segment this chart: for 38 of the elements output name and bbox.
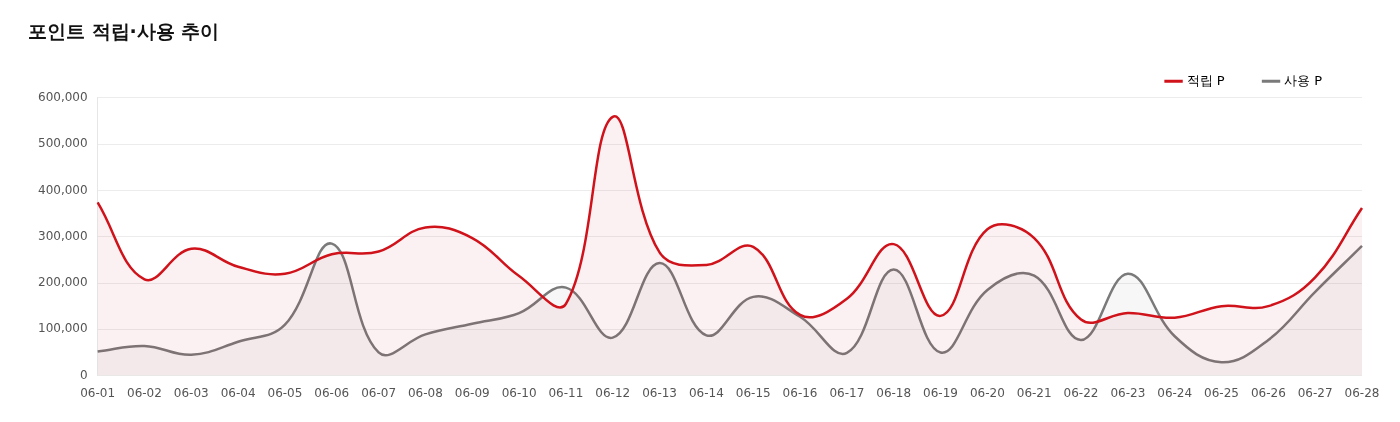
y-tick-label: 0: [79, 367, 88, 382]
x-tick-label: 06-05: [267, 385, 303, 400]
x-tick-label: 06-09: [454, 385, 490, 400]
y-tick-label: 100,000: [38, 321, 88, 336]
x-tick-label: 06-16: [782, 385, 818, 400]
x-tick-label: 06-27: [1297, 385, 1333, 400]
legend-label: 적립 P: [1186, 72, 1225, 88]
x-tick-label: 06-15: [735, 385, 771, 400]
x-tick-label: 06-10: [501, 385, 537, 400]
x-tick-label: 06-26: [1250, 385, 1286, 400]
x-tick-label: 06-02: [127, 385, 162, 400]
x-tick-label: 06-13: [642, 385, 678, 400]
x-tick-label: 06-25: [1204, 385, 1239, 400]
y-tick-label: 300,000: [38, 228, 88, 243]
y-tick-label: 200,000: [38, 275, 88, 290]
legend-label: 사용 P: [1284, 72, 1323, 88]
x-tick-label: 06-21: [1016, 385, 1052, 400]
x-tick-label: 06-28: [1344, 385, 1380, 400]
y-tick-label: 500,000: [38, 136, 88, 151]
x-tick-label: 06-12: [595, 385, 631, 400]
y-tick-label: 400,000: [38, 182, 88, 197]
x-tick-label: 06-23: [1110, 385, 1146, 400]
x-tick-label: 06-19: [923, 385, 958, 400]
x-tick-label: 06-06: [314, 385, 350, 400]
x-tick-label: 06-18: [876, 385, 912, 400]
x-tick-label: 06-11: [548, 385, 584, 400]
x-tick-label: 06-07: [361, 385, 397, 400]
x-tick-label: 06-24: [1157, 385, 1193, 400]
x-tick-label: 06-20: [969, 385, 1005, 400]
x-tick-label: 06-04: [220, 385, 256, 400]
x-tick-label: 06-14: [688, 385, 724, 400]
x-tick-label: 06-08: [407, 385, 443, 400]
x-tick-label: 06-03: [173, 385, 209, 400]
y-tick-label: 600,000: [38, 89, 88, 104]
x-tick-label: 06-22: [1063, 385, 1099, 400]
x-tick-label: 06-17: [829, 385, 865, 400]
x-tick-label: 06-01: [80, 385, 116, 400]
chart-title: 포인트 적립·사용 추이: [28, 20, 220, 43]
